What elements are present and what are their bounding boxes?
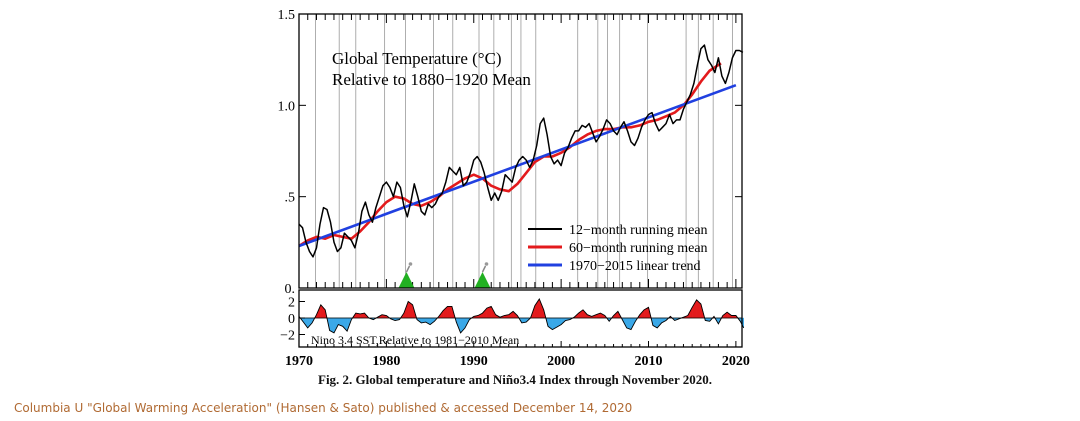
y-tick-label: 0. [285, 282, 296, 297]
legend: 12−month running mean 60−month running m… [528, 223, 708, 274]
x-axis: 1970 1980 1990 2000 2010 2020 [285, 341, 750, 369]
figure-caption: Fig. 2. Global temperature and Niño3.4 I… [318, 372, 712, 387]
chart-subtitle: Relative to 1880−1920 Mean [332, 70, 531, 89]
series-linear-trend-line [298, 83, 737, 248]
y-tick-label: −2 [280, 329, 295, 344]
y-tick-label: .5 [285, 191, 296, 206]
volcano-ash [408, 262, 413, 266]
series-12-month-line [298, 44, 744, 258]
y-tick-label: 1.0 [278, 99, 296, 114]
temperature-lines [298, 44, 744, 258]
nino-label: Nino 3.4 SST,Relative to 1981−2010 Mean [311, 333, 519, 347]
temperature-plot-frame [298, 13, 743, 289]
nino-y-axis: 20 −2 [280, 296, 305, 344]
x-tick-label: 1970 [285, 354, 313, 369]
nino-index-line [298, 298, 745, 334]
x-tick-label: 2010 [635, 354, 663, 369]
nino-positive-area [447, 306, 453, 319]
x-tick-label: 2000 [547, 354, 575, 369]
volcano-markers [398, 262, 491, 288]
nino-plot-frame [298, 289, 743, 348]
source-credit: Columbia U "Global Warming Acceleration"… [14, 401, 633, 415]
x-tick-label: 1980 [372, 354, 400, 369]
legend-label-linear-trend: 1970−2015 linear trend [569, 259, 701, 274]
x-tick-label: 2020 [722, 354, 750, 369]
x-tick-label: 1990 [460, 354, 488, 369]
volcano-marker [398, 272, 415, 288]
volcano-plume [405, 265, 411, 273]
nino-index-fills [298, 298, 745, 334]
legend-label-60-month: 60−month running mean [569, 241, 708, 256]
temperature-panel: 0. .5 1.0 1.5 Global Temperature (°C) Relat… [278, 8, 744, 297]
volcano-ash [484, 262, 489, 266]
y-tick-label: 0 [288, 312, 295, 327]
volcano-marker [474, 272, 491, 288]
volcano-event-gridlines [315, 14, 733, 288]
chart-title: Global Temperature (°C) [332, 49, 502, 68]
nino-panel: 20 −2 1970 1980 1990 2000 2010 2020 Nino 3.4 S… [280, 289, 750, 369]
volcano-plume [481, 265, 487, 273]
legend-label-12-month: 12−month running mean [569, 223, 708, 238]
series-60-month-line [298, 62, 722, 248]
y-tick-label: 1.5 [278, 8, 296, 23]
y-tick-label: 2 [288, 296, 295, 311]
